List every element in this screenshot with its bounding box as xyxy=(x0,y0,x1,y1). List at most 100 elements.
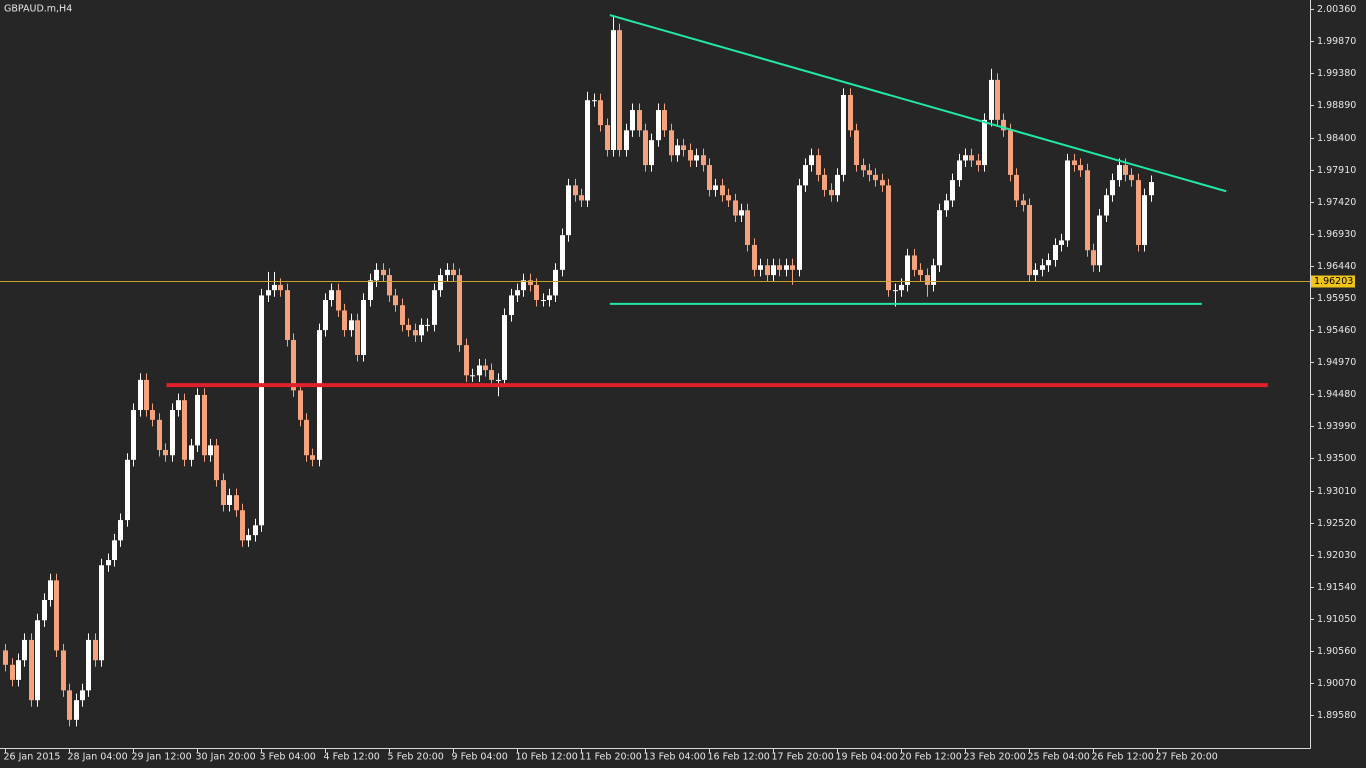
candle-body xyxy=(918,269,923,276)
candle-body xyxy=(560,235,565,270)
candle-body xyxy=(106,560,111,566)
candle-body xyxy=(438,275,443,291)
candle-body xyxy=(10,664,15,680)
candle-body xyxy=(1072,160,1077,166)
candle-body xyxy=(547,295,552,300)
candle-body xyxy=(1085,170,1090,251)
candle-body xyxy=(393,295,398,306)
candle-body xyxy=(54,580,59,651)
plot-area xyxy=(3,14,1268,727)
candle-body xyxy=(227,495,232,505)
candle-body xyxy=(234,495,239,511)
y-tick-label: 1.98890 xyxy=(1317,100,1356,111)
y-tick-label: 1.94970 xyxy=(1317,357,1356,368)
candle-body xyxy=(483,365,488,371)
x-tick-label: 25 Feb 04:00 xyxy=(1028,752,1090,763)
x-tick-label: 20 Feb 12:00 xyxy=(900,752,962,763)
candle-body xyxy=(170,410,175,456)
candle-body xyxy=(643,130,648,166)
candle-body xyxy=(457,275,462,346)
candle-body xyxy=(451,269,456,276)
candle-body xyxy=(489,370,494,380)
x-tick-label: 26 Jan 2015 xyxy=(4,752,61,763)
x-tick-label: 9 Feb 04:00 xyxy=(452,752,508,763)
candle-body xyxy=(605,125,610,150)
candle-body xyxy=(266,290,271,296)
candle-body xyxy=(905,255,910,285)
candle-body xyxy=(867,170,872,175)
candle-body xyxy=(669,130,674,156)
candle-body xyxy=(541,299,546,301)
chart-title: GBPAUD.m,H4 xyxy=(4,4,72,15)
candle-body xyxy=(950,180,955,201)
candle-body xyxy=(278,284,283,291)
candle-body xyxy=(681,145,686,150)
candle-body xyxy=(355,320,360,356)
candle-body xyxy=(937,210,942,266)
candle-body xyxy=(285,290,290,340)
candle-body xyxy=(573,185,578,196)
candle-body xyxy=(189,445,194,460)
candle-body xyxy=(931,265,936,285)
x-tick-label: 26 Feb 12:00 xyxy=(1092,752,1154,763)
candle-body xyxy=(93,639,98,661)
y-tick-label: 1.96440 xyxy=(1317,261,1356,272)
candle-body xyxy=(995,79,1000,120)
y-tick-label: 1.97910 xyxy=(1317,165,1356,176)
y-tick-label: 1.96930 xyxy=(1317,229,1356,240)
candle-body xyxy=(381,269,386,276)
x-tick-label: 4 Feb 12:00 xyxy=(324,752,380,763)
candle-body xyxy=(214,445,219,481)
y-tick-label: 1.90070 xyxy=(1317,678,1356,689)
x-tick-label: 5 Feb 20:00 xyxy=(388,752,444,763)
candle-body xyxy=(298,390,303,420)
x-tick-label: 29 Jan 12:00 xyxy=(132,752,192,763)
candle-body xyxy=(822,174,827,190)
x-tick-label: 16 Feb 12:00 xyxy=(708,752,770,763)
candle-body xyxy=(304,419,309,456)
candle-body xyxy=(246,535,251,541)
x-tick-label: 23 Feb 20:00 xyxy=(964,752,1026,763)
candle-body xyxy=(253,525,258,536)
x-tick-label: 30 Jan 20:00 xyxy=(196,752,256,763)
candle-body xyxy=(765,265,770,276)
candle-body xyxy=(1091,250,1096,266)
candle-body xyxy=(464,345,469,376)
candle-body xyxy=(419,324,424,336)
y-tick-label: 1.91540 xyxy=(1317,582,1356,593)
candle-body xyxy=(387,275,392,296)
candle-body xyxy=(957,160,962,181)
y-tick-label: 1.95460 xyxy=(1317,325,1356,336)
y-tick-label: 1.91050 xyxy=(1317,614,1356,625)
candle-body xyxy=(329,290,334,300)
candle-body xyxy=(707,165,712,190)
candle-body xyxy=(118,520,123,541)
y-tick-label: 1.92030 xyxy=(1317,550,1356,561)
y-tick-label: 1.89580 xyxy=(1317,710,1356,721)
candle-body xyxy=(848,94,853,131)
candle-body xyxy=(342,310,347,331)
candle-body xyxy=(259,295,264,526)
candle-body xyxy=(349,320,354,331)
candle-body xyxy=(1078,165,1083,171)
candle-body xyxy=(195,394,200,446)
x-tick-label: 27 Feb 20:00 xyxy=(1156,752,1218,763)
candle-body xyxy=(221,480,226,505)
drawn-line xyxy=(609,14,1227,193)
candle-body xyxy=(566,185,571,236)
candle-body xyxy=(701,155,706,166)
candle-body xyxy=(579,195,584,201)
candle-body xyxy=(745,210,750,245)
candle-body xyxy=(502,315,507,380)
candle-body xyxy=(899,284,904,291)
candle-body xyxy=(976,160,981,166)
y-tick-label: 1.93010 xyxy=(1317,486,1356,497)
candle-body xyxy=(1097,215,1102,266)
candle-body xyxy=(80,690,85,701)
candle-body xyxy=(413,330,418,336)
x-tick-label: 19 Feb 04:00 xyxy=(836,752,898,763)
candle-body xyxy=(637,110,642,131)
candle-body xyxy=(272,284,277,291)
y-tick-label: 1.95950 xyxy=(1317,293,1356,304)
